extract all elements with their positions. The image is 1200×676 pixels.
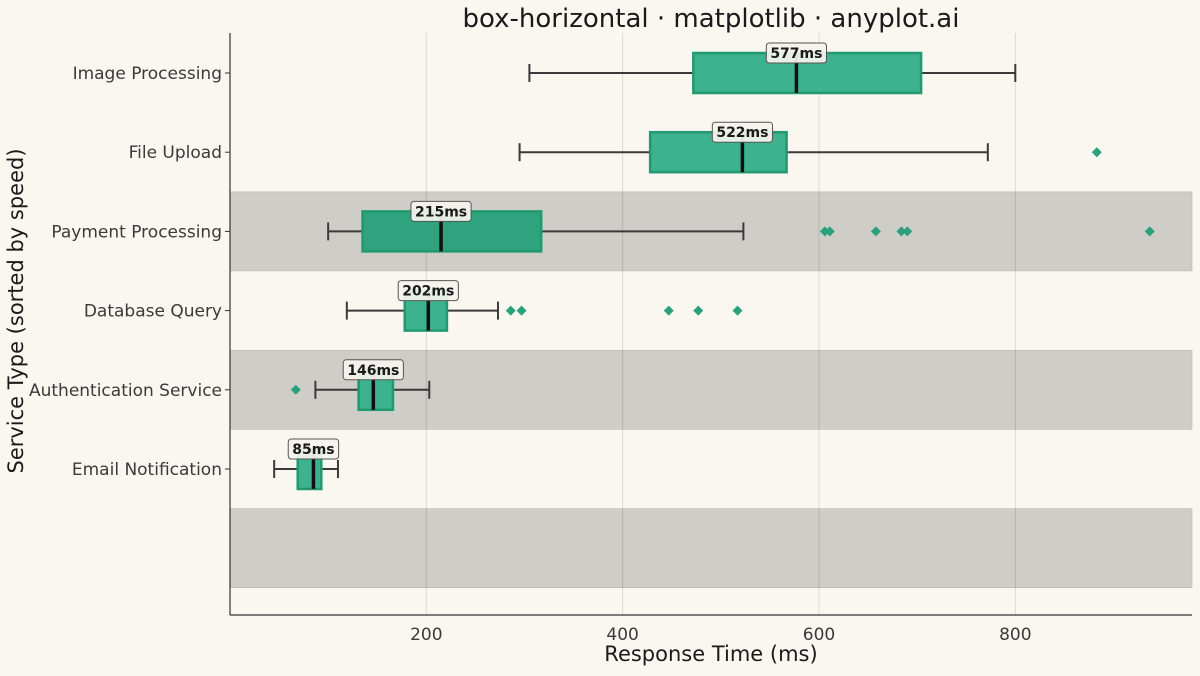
outlier-point [902,226,913,237]
y-tick-label: Image Processing [73,64,222,84]
median-label: 146ms [347,363,399,379]
outlier-point [1091,147,1102,158]
x-tick-label: 800 [999,625,1031,645]
median-label-badge [397,280,459,302]
outlier-point [732,305,743,316]
median-labels: 577ms 522ms 215ms 202ms 146ms 85ms [287,42,827,460]
chart-title: box-horizontal · matplotlib · anyplot.ai [463,4,960,34]
outlier-point [516,305,527,316]
median-label: 85ms [292,442,334,458]
outlier-point [824,226,835,237]
y-tick-label: Email Notification [72,460,222,480]
x-tick-label: 600 [803,625,835,645]
median-label: 215ms [415,204,467,220]
y-tick-label: Payment Processing [51,222,222,242]
median-label-badge [342,359,404,381]
median-label-badge [410,200,472,222]
median-label: 577ms [770,46,822,62]
row-band [229,508,1193,589]
y-axis-label: Service Type (sorted by speed) [4,148,28,473]
median-label-badge [287,438,340,460]
median-label-badge [711,121,773,143]
outlier-point [693,305,704,316]
y-tick-label: Authentication Service [29,381,222,401]
x-axis-label: Response Time (ms) [604,642,817,666]
y-tick-label: File Upload [129,143,222,163]
outlier-point [505,305,516,316]
outlier-point [896,226,907,237]
x-tick-label: 400 [606,625,638,645]
median-label: 522ms [716,125,768,141]
median-label-badge [765,42,827,64]
outlier-point [870,226,881,237]
axes: 200 400 600 800 Image Processing File Upload P… [29,33,1192,645]
outlier-point [663,305,674,316]
median-label: 202ms [402,284,454,300]
x-tick-label: 200 [410,625,442,645]
outlier-point [1144,226,1155,237]
y-tick-label: Database Query [84,302,222,322]
outlier-point [290,384,301,395]
